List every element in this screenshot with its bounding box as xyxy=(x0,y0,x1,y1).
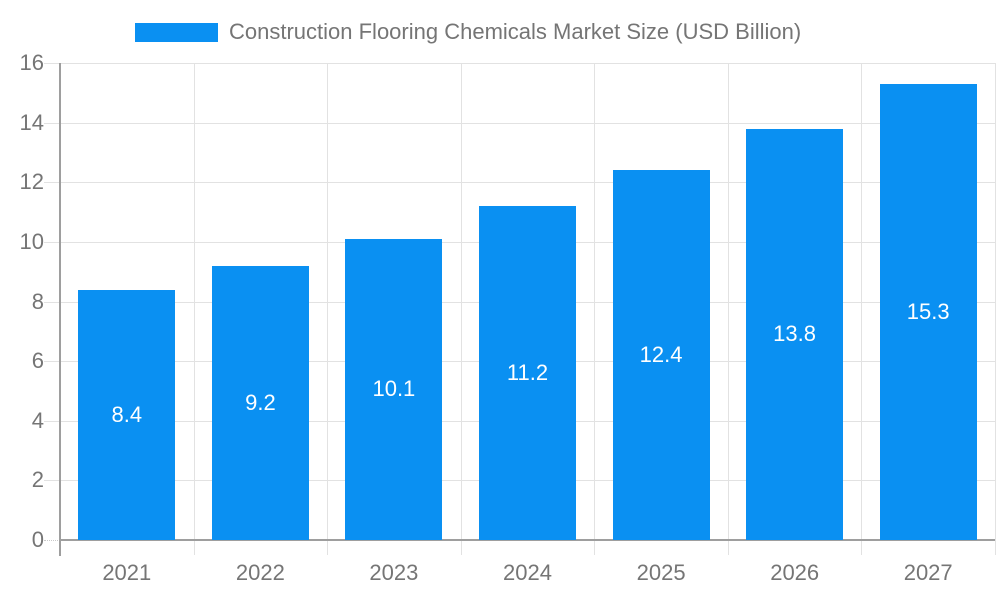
chart-title: Construction Flooring Chemicals Market S… xyxy=(229,19,802,44)
x-axis-line xyxy=(59,539,995,541)
legend: Construction Flooring Chemicals Market S… xyxy=(135,21,801,43)
y-axis-tick xyxy=(44,480,60,482)
bar-value-label: 11.2 xyxy=(506,360,549,386)
bar-value-label: 8.4 xyxy=(111,401,143,427)
y-axis-label: 0 xyxy=(31,527,44,552)
y-axis-label: 4 xyxy=(31,407,44,433)
bar-value-label: 10.1 xyxy=(372,376,416,402)
y-axis-tick xyxy=(44,63,60,64)
category-separator xyxy=(327,63,329,555)
bar-value-label: 13.8 xyxy=(773,321,816,347)
bar-2023[interactable]: 10.1 xyxy=(345,238,443,540)
bar-2027[interactable]: 15.3 xyxy=(879,83,977,540)
y-axis-tick xyxy=(44,540,60,541)
y-axis-line xyxy=(59,63,61,556)
y-axis-tick xyxy=(44,122,60,124)
bar-value-label: 15.3 xyxy=(906,298,950,324)
bar-2022[interactable]: 9.2 xyxy=(211,265,309,540)
bar-2021[interactable]: 8.4 xyxy=(78,289,176,540)
x-axis-label: 2023 xyxy=(369,560,419,585)
y-axis-label: 10 xyxy=(19,228,44,254)
y-gridline xyxy=(60,122,995,124)
bar-2026[interactable]: 13.8 xyxy=(746,128,844,540)
x-axis-label: 2025 xyxy=(636,560,686,585)
x-axis-label: 2024 xyxy=(503,560,552,585)
category-separator xyxy=(460,63,462,555)
y-gridline xyxy=(60,63,995,64)
y-axis-label: 12 xyxy=(19,169,44,195)
category-separator xyxy=(995,63,996,555)
category-separator xyxy=(861,63,863,555)
x-axis-label: 2022 xyxy=(235,560,285,585)
bar-2025[interactable]: 12.4 xyxy=(612,170,710,540)
bar-value-label: 12.4 xyxy=(639,342,683,368)
y-axis-tick xyxy=(44,361,60,363)
y-axis-label: 8 xyxy=(31,288,44,314)
y-axis-label: 2 xyxy=(31,467,44,493)
category-separator xyxy=(594,63,596,555)
y-axis-tick xyxy=(44,241,60,243)
legend-item-market-size[interactable]: Construction Flooring Chemicals Market S… xyxy=(135,21,801,43)
bar-2024[interactable]: 11.2 xyxy=(479,206,576,540)
y-axis-tick xyxy=(44,301,60,303)
x-axis-label: 2021 xyxy=(102,560,152,585)
x-axis-label: 2026 xyxy=(770,560,820,585)
category-separator xyxy=(193,63,195,555)
bar-value-label: 9.2 xyxy=(245,389,276,415)
y-axis-label: 16 xyxy=(19,50,44,75)
x-axis-label: 2027 xyxy=(903,560,953,585)
y-axis-tick xyxy=(44,420,60,422)
y-axis-tick xyxy=(44,182,60,184)
y-gridline xyxy=(60,182,995,184)
category-separator xyxy=(727,63,729,555)
y-axis-label: 14 xyxy=(19,109,44,135)
y-axis-label: 6 xyxy=(31,348,44,374)
legend-swatch-icon xyxy=(135,22,218,42)
